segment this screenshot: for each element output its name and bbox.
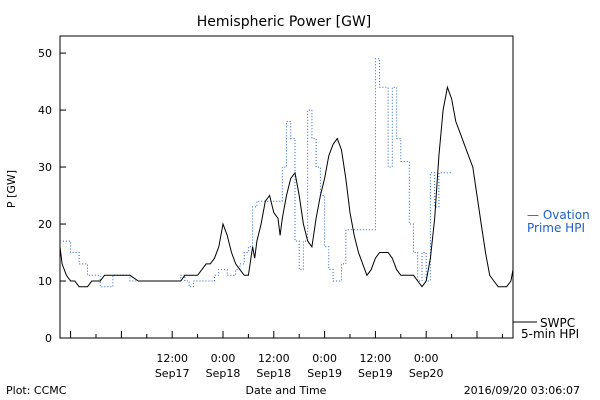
- plot-timestamp: 2016/09/20 03:06:07: [464, 384, 580, 397]
- chart-title: Hemispheric Power [GW]: [197, 14, 372, 30]
- x-tick-time-label: 0:00: [312, 352, 337, 365]
- y-tick-label: 50: [38, 47, 52, 60]
- legend-ovation-line2: Prime HPI: [527, 221, 585, 235]
- y-tick-label: 10: [38, 275, 52, 288]
- x-tick-time-label: 12:00: [156, 352, 188, 365]
- x-tick-time-label: 0:00: [211, 352, 236, 365]
- y-tick-label: 0: [45, 332, 52, 345]
- y-axis-label: P [GW]: [5, 170, 18, 208]
- x-tick-time-label: 12:00: [360, 352, 392, 365]
- x-tick-date-label: Sep17: [155, 367, 190, 380]
- x-tick-time-label: 0:00: [414, 352, 439, 365]
- x-tick-date-label: Sep18: [206, 367, 241, 380]
- legend-swpc-line1: SWPC: [540, 316, 575, 330]
- plot-frame: [59, 35, 514, 339]
- legend-ovation-line1: — Ovation: [527, 208, 590, 222]
- legend-swpc-line2: 5-min HPI: [521, 327, 579, 341]
- x-axis-ticks: 12:00 Sep17 0:00 Sep18 12:00 Sep18 0:00 Sep19 12…: [70, 331, 503, 380]
- swpc-series-line: [60, 85, 513, 288]
- x-tick-date-label: Sep19: [358, 367, 393, 380]
- x-tick-date-label: Sep19: [307, 367, 342, 380]
- footer-plot-credit: Plot: CCMC: [6, 384, 67, 397]
- x-tick-date-label: Sep20: [409, 367, 444, 380]
- x-tick-time-label: 12:00: [258, 352, 290, 365]
- ovation-prime-series-line: [60, 58, 452, 288]
- x-tick-date-label: Sep18: [256, 367, 291, 380]
- y-tick-label: 20: [38, 218, 52, 231]
- y-axis-ticks: 0 10 20 30 40 50: [38, 47, 66, 345]
- y-tick-label: 40: [38, 104, 52, 117]
- x-axis-label: Date and Time: [246, 384, 327, 397]
- y-tick-label: 30: [38, 161, 52, 174]
